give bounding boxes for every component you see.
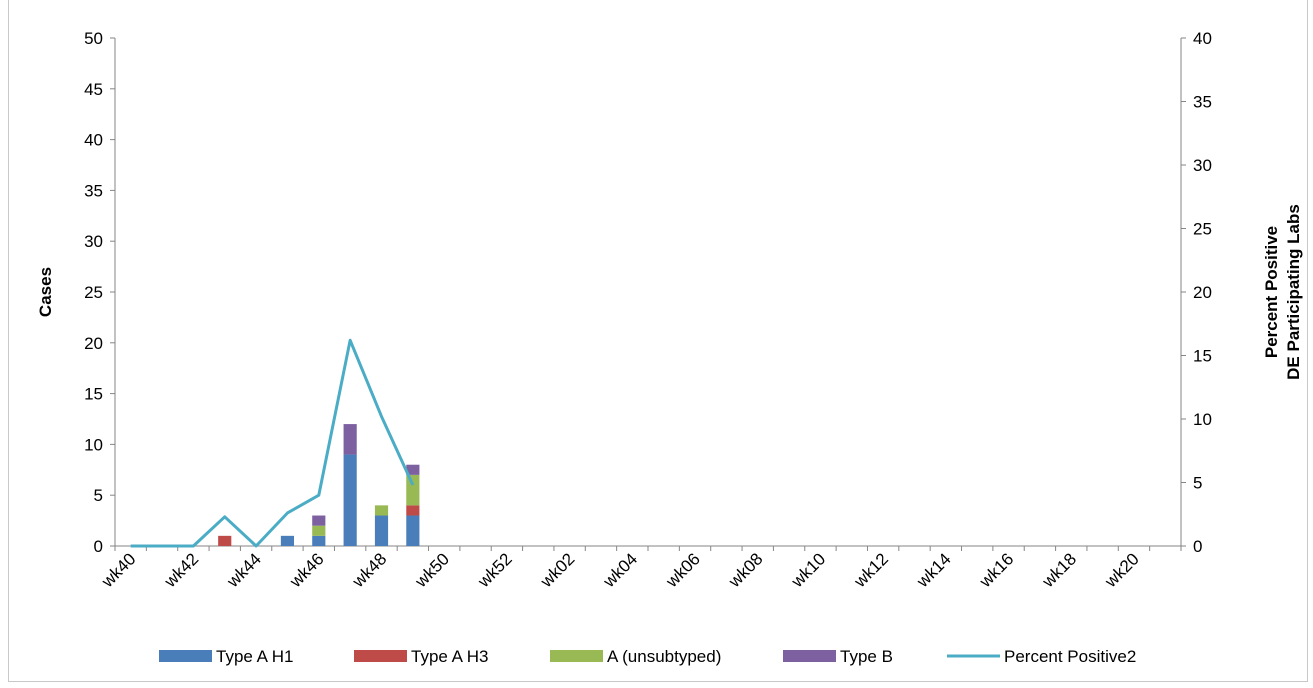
y2-tick-label: 35: [1193, 93, 1212, 112]
bar-type-a-h3: [406, 505, 420, 516]
y-tick-label: 0: [94, 537, 103, 556]
chart-svg: 0 5 10 15 20 25 30 35 40 45 50 0 5 10 15 20 25 30 35 40 wk40…: [36, 29, 1303, 666]
y-tick-label: 45: [84, 80, 103, 99]
x-tick-label: wk52: [474, 549, 516, 591]
legend-label: Type A H3: [411, 647, 489, 666]
y-tick-label: 15: [84, 385, 103, 404]
legend-label: Type A H1: [216, 647, 294, 666]
y2-tick-label: 5: [1193, 474, 1202, 493]
x-tick-label: wk12: [850, 549, 892, 591]
bar-a-unsubtyped: [312, 525, 326, 536]
x-tick-label: wk16: [975, 549, 1017, 591]
y-tick-label: 20: [84, 334, 103, 353]
x-tick-label: wk44: [223, 549, 265, 591]
y-tick-label: 25: [84, 283, 103, 302]
y2-tick-label: 15: [1193, 347, 1212, 366]
y2-axis-title-line1: Percent Positive: [1262, 226, 1281, 358]
legend-label: Percent Positive2: [1004, 647, 1136, 666]
x-tick-label: wk18: [1038, 549, 1080, 591]
y-tick-label: 35: [84, 181, 103, 200]
y-tick-label: 10: [84, 435, 103, 454]
y-tick-label: 40: [84, 131, 103, 150]
x-tick-label: wk06: [662, 549, 704, 591]
y2-tick-label: 30: [1193, 156, 1212, 175]
legend-label: A (unsubtyped): [607, 647, 721, 666]
x-tick-label: wk42: [160, 549, 202, 591]
bar-type-b: [312, 515, 326, 526]
x-tick-label: wk48: [348, 549, 390, 591]
y-axis-title: Cases: [36, 267, 55, 317]
bar-type-a-h1: [406, 515, 420, 546]
line-percent-positive: [130, 338, 415, 548]
bar-type-a-h1: [374, 515, 389, 546]
y-tick-label: 5: [94, 486, 103, 505]
y2-tick-label: 10: [1193, 410, 1212, 429]
bar-type-b: [406, 464, 420, 475]
bar-type-a-h3: [218, 535, 232, 546]
y-tick-label: 30: [84, 232, 103, 251]
x-tick-label: wk50: [411, 549, 453, 591]
bar-type-a-h1: [280, 535, 295, 546]
y-tick-label: 50: [84, 29, 103, 48]
x-tick-label: wk10: [787, 549, 829, 591]
bar-type-a-h1: [343, 454, 357, 546]
chart-frame: 0 5 10 15 20 25 30 35 40 45 50 0 5 10 15 20 25 30 35 40 wk40…: [8, 0, 1308, 682]
legend-swatch: [550, 650, 603, 662]
x-tick-label: wk20: [1101, 549, 1143, 591]
x-tick-label: wk14: [912, 549, 954, 591]
y2-tick-label: 25: [1193, 220, 1212, 239]
x-tick-label: wk46: [285, 549, 327, 591]
x-tick-label: wk08: [724, 549, 766, 591]
y2-axis-title-line2: DE Participating Labs: [1284, 204, 1303, 380]
x-tick-label: wk40: [97, 549, 139, 591]
legend-swatch: [354, 650, 407, 662]
y2-tick-label: 20: [1193, 283, 1212, 302]
legend-swatch: [783, 650, 836, 662]
bar-a-unsubtyped: [374, 505, 389, 516]
bar-type-b: [343, 424, 357, 455]
bar-type-a-h1: [312, 535, 326, 546]
x-tick-label: wk02: [536, 549, 578, 591]
legend-label: Type B: [840, 647, 893, 666]
y2-tick-label: 0: [1193, 537, 1202, 556]
x-tick-label: wk04: [599, 549, 641, 591]
y2-tick-label: 40: [1193, 29, 1212, 48]
legend-swatch: [159, 650, 212, 662]
bar-a-unsubtyped: [406, 474, 420, 506]
